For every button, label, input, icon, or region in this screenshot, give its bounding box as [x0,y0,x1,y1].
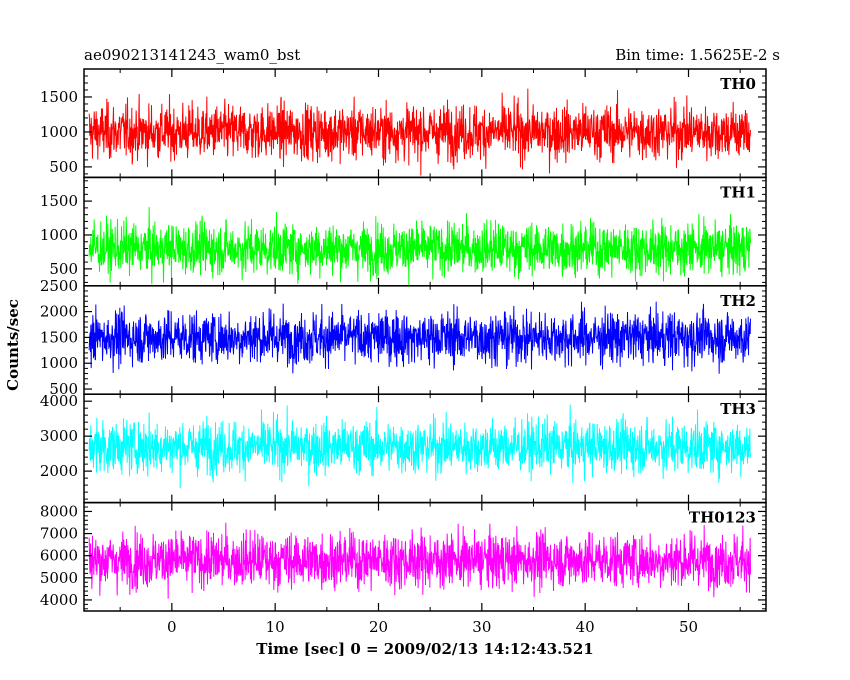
y-tick-label: 500 [49,380,78,398]
series-line-th1 [88,207,751,286]
x-tick-labels: 0 10 20 30 40 50 [167,618,698,636]
y-axis-title: Counts/sec [4,299,22,391]
y-tick-label: 1000 [40,354,78,372]
y-tick-label: 1500 [40,192,78,210]
panel-label: TH3 [720,400,756,418]
series-line-th0123 [88,522,751,599]
chart-title-left: ae090213141243_wam0_bst [84,46,300,64]
y-tick-label: 4000 [40,392,78,410]
y-tick-label: 4000 [40,591,78,609]
y-tick-label: 1500 [40,328,78,346]
panel-th2: 500 1000 1500 2000 2500 TH2 [40,277,767,398]
panel-label: TH0123 [689,509,756,527]
panel-label: TH2 [720,292,756,310]
y-tick-label: 1500 [40,88,78,106]
y-tick-label: 7000 [40,525,78,543]
x-tick-label: 40 [576,618,595,636]
y-tick-label: 3000 [40,427,78,445]
series-line-th0 [88,88,751,176]
panel-label: TH0 [720,75,756,93]
x-tick-label: 0 [167,618,177,636]
series-line-th2 [88,301,751,374]
x-tick-label: 10 [266,618,285,636]
y-tick-label: 5000 [40,569,78,587]
y-tick-label: 1000 [40,123,78,141]
panel-th1: 500 1000 1500 TH1 [40,176,767,287]
panel-th0: 500 1000 1500 TH0 [40,68,767,179]
x-tick-label: 50 [679,618,698,636]
y-tick-label: 2500 [40,277,78,295]
chart-title-right: Bin time: 1.5625E-2 s [615,46,780,64]
y-tick-label: 8000 [40,502,78,520]
panel-label: TH1 [720,183,756,201]
panel-frame [83,501,767,612]
y-tick-label: 500 [49,260,78,278]
y-tick-label: 2000 [40,462,78,480]
panel-th0123: 4000 5000 6000 7000 8000 TH0123 [40,501,767,612]
y-tick-label: 2000 [40,303,78,321]
x-tick-label: 20 [369,618,388,636]
y-tick-label: 6000 [40,547,78,565]
series-line-th3 [88,404,751,489]
x-axis-title: Time [sec] 0 = 2009/02/13 14:12:43.521 [256,640,593,658]
x-tick-label: 30 [472,618,491,636]
panel-th3: 2000 3000 4000 TH3 [40,392,767,504]
y-tick-label: 1000 [40,226,78,244]
y-tick-label: 500 [49,158,78,176]
